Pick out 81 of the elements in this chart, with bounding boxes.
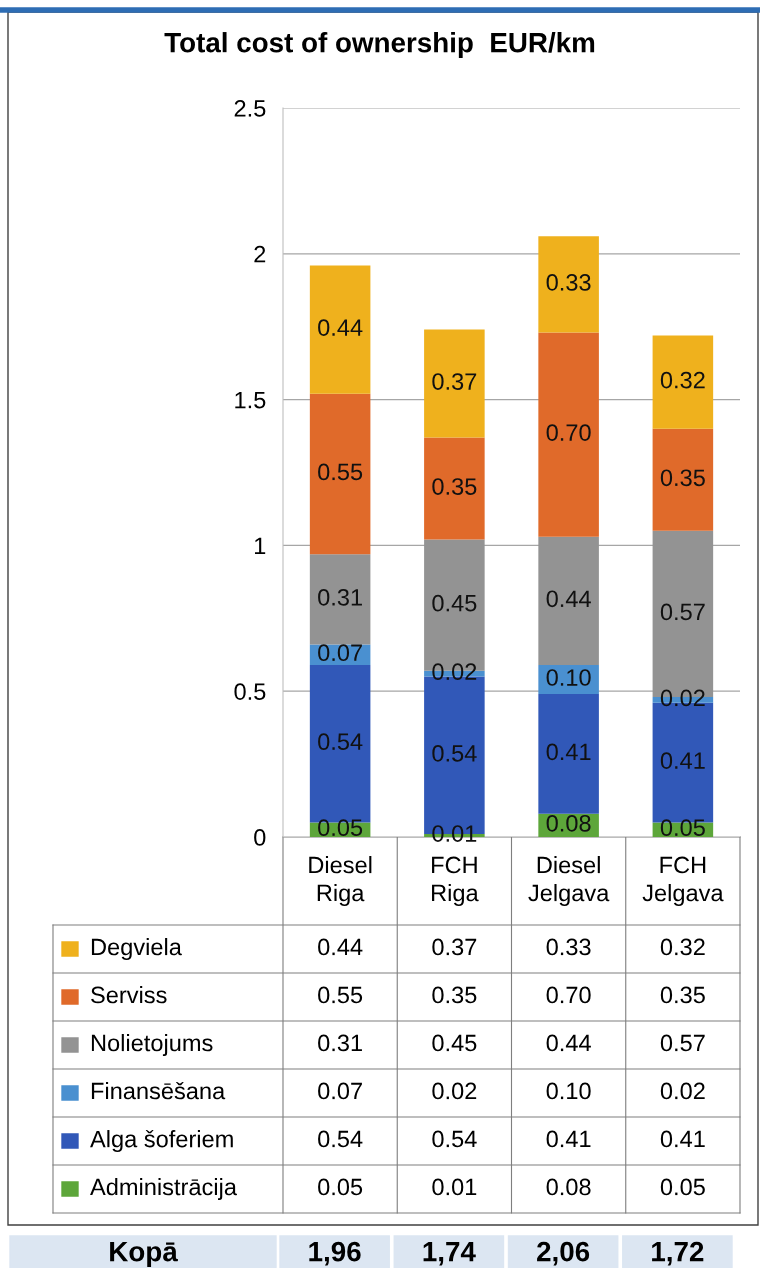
data-label: 0.44	[318, 938, 363, 956]
data-label: 0.05	[318, 1178, 363, 1196]
text: 0.70	[546, 424, 591, 441]
bar	[652, 428, 714, 531]
data-label: 0.35	[660, 986, 705, 1004]
data-label: 0.31	[318, 1034, 362, 1052]
bar	[538, 694, 599, 814]
text: 0.33	[546, 274, 591, 291]
data-label: 0.35	[432, 986, 477, 1004]
legend-label: Nolietojums	[91, 1033, 213, 1057]
text: 0.54	[318, 733, 363, 751]
y-tick-label: 2	[254, 245, 266, 263]
x-tick-label: Diesel Riga	[309, 856, 372, 906]
x-tick-label: FCH Jelgava	[642, 856, 724, 906]
text: 0.31	[318, 588, 362, 606]
text: 0.07	[318, 644, 362, 662]
text: 0.32	[660, 371, 705, 389]
data-label: 0.54	[432, 1130, 477, 1148]
text: 2,06	[537, 1241, 590, 1266]
y-tick-label: 1	[255, 537, 266, 554]
text: 0.35	[432, 478, 477, 495]
text: 0.02	[432, 663, 477, 681]
data-label: 0.02	[432, 1082, 477, 1100]
data-label: 0.45	[432, 1034, 477, 1052]
bar	[424, 329, 485, 438]
data-label: 0.41	[660, 1130, 705, 1148]
data-label: 0.33	[546, 938, 591, 956]
bar	[652, 335, 714, 429]
y-tick-label: 0.5	[234, 683, 266, 700]
data-label: 0.54	[318, 1130, 363, 1148]
text: 0.41	[660, 752, 705, 769]
data-label: 0.07	[318, 1082, 362, 1100]
text: 0.45	[432, 594, 477, 612]
bar	[309, 554, 371, 645]
bar	[538, 236, 599, 333]
bar	[538, 536, 599, 665]
data-label: 0.32	[660, 938, 705, 956]
data-label: 0.08	[546, 1178, 591, 1196]
text: 1,74	[423, 1242, 476, 1266]
data-label: 0.70	[546, 986, 591, 1004]
data-label: 0.01	[432, 1178, 477, 1196]
data-label: 0.55	[318, 986, 363, 1004]
bar	[424, 437, 485, 540]
text: 0.55	[318, 463, 363, 481]
text: 0.41	[546, 743, 591, 761]
text: 0.57	[660, 603, 705, 621]
legend-label: Serviss	[91, 985, 167, 1004]
x-tick-label: Diesel Jelgava	[528, 856, 610, 906]
text: 0.08	[546, 814, 591, 832]
text: 0.44	[546, 590, 591, 608]
legend-label: Alga šoferiem	[90, 1129, 233, 1153]
text: 1,96	[309, 1241, 361, 1266]
bar	[309, 393, 371, 555]
data-label: 0.57	[660, 1034, 705, 1052]
data-label: 0.44	[546, 1034, 591, 1052]
text: 0.05	[660, 819, 705, 837]
text: 0.10	[546, 669, 591, 686]
y-tick-label: 2.5	[234, 100, 266, 117]
text: 0.35	[660, 469, 705, 487]
data-label: 0.37	[432, 938, 477, 956]
bar	[538, 332, 599, 537]
chart-title: Total cost of ownership EUR/km	[164, 32, 595, 58]
text: 0.44	[318, 319, 363, 336]
legend-label: Finansēšana	[91, 1081, 226, 1100]
legend-label: Degviela	[91, 937, 182, 961]
y-tick-label: 0	[254, 829, 266, 846]
x-tick-label: FCH Riga	[432, 856, 479, 906]
data-label: 0.05	[660, 1178, 705, 1196]
text: 0.02	[660, 689, 705, 707]
text: 0.01	[432, 825, 477, 842]
data-label: 0.41	[546, 1130, 591, 1148]
bar	[309, 265, 371, 394]
y-tick-label: 1.5	[235, 391, 266, 409]
legend-label: Administrācija	[90, 1177, 237, 1201]
text: 1,72	[652, 1241, 704, 1266]
text: Kopā	[110, 1242, 178, 1267]
data-label: 0.02	[660, 1082, 705, 1100]
text: 0.54	[432, 744, 477, 762]
data-label: 0.10	[546, 1082, 591, 1100]
text: 0.05	[318, 819, 363, 837]
text: 0.37	[432, 373, 477, 390]
